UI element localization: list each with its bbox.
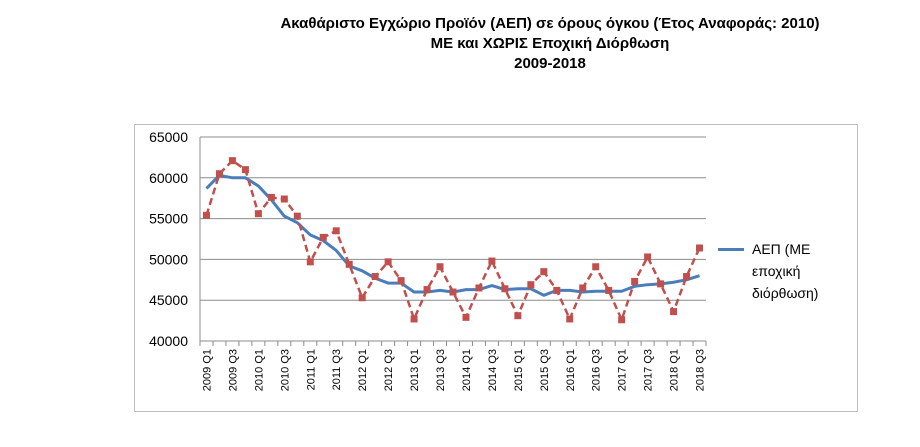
x-tick-label: 2010 Q3	[279, 349, 291, 391]
x-tick-label: 2018 Q1	[669, 349, 681, 391]
data-point-marker	[514, 312, 522, 320]
data-point-marker	[449, 288, 457, 296]
data-point-marker	[384, 258, 392, 266]
series-line-not-adjusted	[205, 159, 701, 322]
data-point-marker	[423, 286, 431, 294]
data-point-marker	[358, 294, 366, 302]
data-point-marker	[579, 284, 587, 292]
data-point-marker	[371, 273, 379, 281]
data-point-marker	[540, 268, 548, 276]
chart-title: Ακαθάριστο Εγχώριο Προϊόν (ΑΕΠ) σε όρους…	[200, 14, 900, 74]
x-tick-label: 2011 Q3	[331, 349, 343, 390]
data-point-marker	[228, 157, 236, 165]
x-tick-label: 2014 Q3	[487, 349, 499, 391]
data-point-marker	[241, 166, 249, 174]
x-tick-label: 2016 Q3	[591, 349, 603, 391]
x-tick-label: 2014 Q1	[461, 349, 473, 391]
chart-area-frame	[134, 124, 858, 412]
data-point-marker	[618, 316, 626, 324]
data-point-marker	[605, 286, 613, 294]
data-point-marker	[683, 273, 691, 281]
x-tick-label: 2013 Q1	[409, 349, 421, 391]
data-point-marker	[267, 193, 275, 201]
y-tick-label: 55000	[149, 211, 188, 227]
x-tick-label: 2012 Q1	[357, 349, 369, 391]
data-point-marker	[345, 260, 353, 268]
x-tick-label: 2015 Q1	[513, 349, 525, 391]
data-point-marker	[631, 277, 639, 285]
data-point-marker	[280, 195, 288, 203]
data-point-marker	[436, 263, 444, 271]
data-point-marker	[462, 313, 470, 321]
data-point-marker	[332, 227, 340, 235]
legend-swatch-seasonally-adjusted	[718, 248, 744, 251]
data-point-marker	[410, 315, 418, 323]
data-point-marker	[592, 263, 600, 271]
data-point-marker	[202, 211, 210, 219]
x-tick-label: 2015 Q3	[539, 349, 551, 391]
data-point-marker	[254, 210, 262, 218]
y-tick-label: 50000	[149, 251, 188, 267]
x-tick-label: 2017 Q3	[643, 349, 655, 391]
data-point-marker	[488, 257, 496, 265]
x-tick-label: 2009 Q1	[201, 349, 213, 391]
data-point-marker	[293, 212, 301, 220]
legend-label: ΑΕΠ (ΜΕ εποχική διόρθωση)	[752, 241, 819, 301]
data-point-marker	[397, 277, 405, 285]
title-line-2: ΜΕ και ΧΩΡΙΣ Εποχική Διόρθωση	[430, 35, 670, 52]
x-tick-label: 2018 Q3	[695, 349, 707, 391]
title-line-3: 2009-2018	[514, 55, 586, 72]
data-point-marker	[215, 170, 223, 178]
x-tick-label: 2011 Q1	[305, 349, 317, 390]
data-point-marker	[566, 315, 574, 323]
y-tick-label: 45000	[149, 292, 188, 308]
x-tick-label: 2013 Q3	[435, 349, 447, 391]
data-point-marker	[306, 258, 314, 266]
data-point-marker	[319, 233, 327, 241]
x-tick-label: 2016 Q1	[565, 349, 577, 391]
x-tick-label: 2017 Q1	[617, 349, 629, 391]
x-tick-label: 2010 Q1	[253, 349, 265, 391]
data-point-marker	[696, 244, 704, 252]
data-point-marker	[475, 284, 483, 292]
series-line-seasonally-adjusted	[205, 173, 700, 297]
data-point-marker	[644, 253, 652, 261]
data-point-marker	[657, 280, 665, 288]
data-point-marker	[670, 308, 678, 316]
y-tick-label: 40000	[149, 333, 188, 349]
y-tick-label: 60000	[149, 170, 188, 186]
data-point-marker	[553, 286, 561, 294]
data-point-marker	[527, 281, 535, 289]
data-point-marker	[501, 285, 509, 293]
title-line-1: Ακαθάριστο Εγχώριο Προϊόν (ΑΕΠ) σε όρους…	[280, 15, 820, 32]
y-tick-label: 65000	[149, 129, 188, 145]
x-tick-label: 2012 Q3	[383, 349, 395, 391]
x-tick-label: 2009 Q3	[227, 349, 239, 391]
